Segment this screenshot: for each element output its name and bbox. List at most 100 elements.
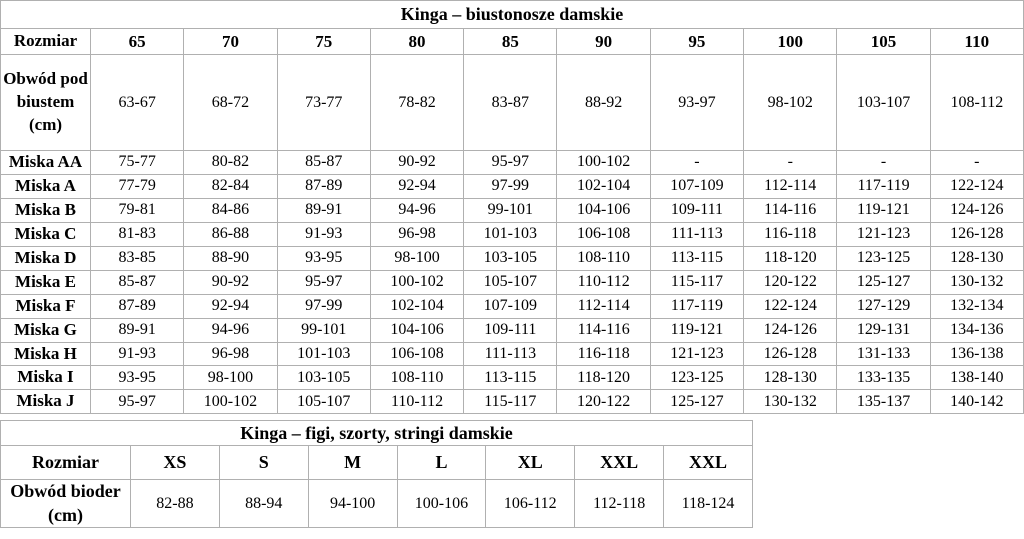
size-cell: 116-118 [556,341,651,367]
panties-size-header-row: Rozmiar XS S M L XL XXL XXL [0,445,753,481]
column-header: 70 [183,28,278,55]
row-label: Miska A [0,173,91,199]
size-cell: 102-104 [556,173,651,199]
size-cell: 135-137 [836,389,931,415]
size-cell: 126-128 [743,341,838,367]
size-cell: 87-89 [89,293,185,319]
size-cell: 118-124 [663,479,753,529]
size-cell: 103-107 [836,54,931,151]
size-cell: 108-110 [369,365,465,391]
size-cell: 131-133 [836,341,931,367]
row-label: Miska C [0,221,91,247]
size-cell: 101-103 [463,221,558,247]
size-cell: 106-108 [369,341,465,367]
table-row: Miska A 77-79 82-84 87-89 92-94 97-99 102-104 1… [0,173,1024,199]
size-cell: 90-92 [183,269,278,295]
size-cell: 94-96 [369,197,465,223]
column-header: 65 [89,28,185,55]
size-cell: 125-127 [836,269,931,295]
size-cell: 95-97 [89,389,185,415]
size-cell: 73-77 [276,54,371,151]
size-cell: 130-132 [743,389,838,415]
size-cell: 82-88 [130,479,220,529]
column-header: XL [485,445,576,481]
size-cell: 85-87 [276,150,371,175]
size-cell: 63-67 [89,54,185,151]
size-cell: 68-72 [183,54,278,151]
size-cell: 111-113 [649,221,745,247]
size-cell: 123-125 [836,245,931,271]
size-cell: 80-82 [183,150,278,175]
size-cell: 120-122 [556,389,651,415]
row-label: Miska AA [0,150,91,175]
size-cell: 93-97 [649,54,745,151]
table-row: Miska E 85-87 90-92 95-97 100-102 105-107 110-… [0,269,1024,295]
size-cell: 105-107 [463,269,558,295]
column-header: 95 [649,28,745,55]
size-cell: 108-112 [929,54,1024,151]
panties-title-row: Kinga – figi, szorty, stringi damskie [0,420,753,447]
size-cell: - [649,150,745,175]
size-cell: 120-122 [743,269,838,295]
size-cell: 122-124 [743,293,838,319]
size-cell: 81-83 [89,221,185,247]
bras-size-header-row: Rozmiar 65 70 75 80 85 90 95 100 105 110 [0,28,1024,55]
row-label: Miska D [0,245,91,271]
column-header: XXL [574,445,665,481]
size-cell: 132-134 [929,293,1024,319]
size-cell: 90-92 [369,150,465,175]
row-label: Miska E [0,269,91,295]
size-cell: 95-97 [276,269,371,295]
size-cell: 124-126 [929,197,1024,223]
size-cell: 93-95 [89,365,185,391]
row-label: Miska F [0,293,91,319]
size-cell: 89-91 [89,317,185,343]
size-cell: 119-121 [836,197,931,223]
row-label: Miska J [0,389,91,415]
bras-title-row: Kinga – biustonosze damskie [0,0,1024,29]
table-row: Miska B 79-81 84-86 89-91 94-96 99-101 104-106… [0,197,1024,223]
row-label: Obwód pod biustem (cm) [0,54,91,151]
size-cell: 107-109 [463,293,558,319]
size-cell: 113-115 [649,245,745,271]
size-cell: 75-77 [89,150,185,175]
table-row: Miska H 91-93 96-98 101-103 106-108 111-113 11… [0,341,1024,367]
size-cell: 103-105 [463,245,558,271]
size-cell: 115-117 [649,269,745,295]
size-cell: 134-136 [929,317,1024,343]
column-header: XS [130,445,220,481]
size-cell: 83-85 [89,245,185,271]
size-cell: 129-131 [836,317,931,343]
panties-size-table: Kinga – figi, szorty, stringi damskie Ro… [0,420,753,529]
size-cell: 109-111 [649,197,745,223]
size-cell: 123-125 [649,365,745,391]
size-cell: 83-87 [463,54,558,151]
row-label: Miska B [0,197,91,223]
row-label: Miska G [0,317,91,343]
table-row: Miska I 93-95 98-100 103-105 108-110 113-115 1… [0,365,1024,391]
column-header: 75 [276,28,371,55]
row-label: Miska I [0,365,91,391]
size-cell: 121-123 [836,221,931,247]
size-cell: 86-88 [183,221,278,247]
size-cell: 98-102 [743,54,838,151]
size-cell: 88-94 [218,479,309,529]
size-cell: - [929,150,1024,175]
size-cell: 92-94 [183,293,278,319]
bras-size-table: Kinga – biustonosze damskie Rozmiar 65 70 7… [0,0,1024,415]
size-cell: 100-102 [556,150,651,175]
size-cell: 79-81 [89,197,185,223]
size-cell: 87-89 [276,173,371,199]
table-row: Miska AA 75-77 80-82 85-87 90-92 95-97 100-102… [0,150,1024,175]
table-row: Miska F 87-89 92-94 97-99 102-104 107-109 112-… [0,293,1024,319]
size-cell: 140-142 [929,389,1024,415]
size-cell: 89-91 [276,197,371,223]
column-header: 100 [743,28,838,55]
table-row: Miska J 95-97 100-102 105-107 110-112 115-117… [0,389,1024,415]
size-cell: 112-114 [743,173,838,199]
size-cell: 100-106 [396,479,487,529]
size-cell: 94-96 [183,317,278,343]
size-cell: 122-124 [929,173,1024,199]
size-cell: 128-130 [743,365,838,391]
size-cell: 100-102 [369,269,465,295]
